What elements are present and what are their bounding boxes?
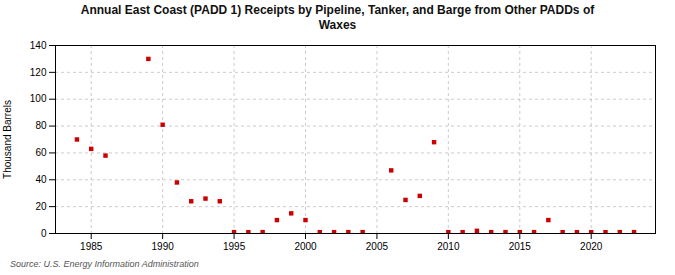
svg-text:1995: 1995 <box>223 241 246 252</box>
svg-text:80: 80 <box>35 120 47 131</box>
svg-text:140: 140 <box>30 40 47 51</box>
svg-text:1985: 1985 <box>80 241 103 252</box>
svg-text:2015: 2015 <box>509 241 532 252</box>
svg-text:60: 60 <box>35 147 47 158</box>
html-text:Source: U.S. Energy Informatio: Source: U.S. Energy Information Administ… <box>10 259 199 269</box>
svg-text:Thousand Barrels: Thousand Barrels <box>2 100 13 179</box>
svg-text:40: 40 <box>35 174 47 185</box>
svg-text:100: 100 <box>30 93 47 104</box>
svg-text:0: 0 <box>41 228 47 239</box>
html-text:Annual East Coast (PADD 1) Rec: Annual East Coast (PADD 1) Receipts by P… <box>80 3 595 32</box>
svg-text:120: 120 <box>30 67 47 78</box>
svg-text:20: 20 <box>35 201 47 212</box>
svg-text:1990: 1990 <box>152 241 175 252</box>
svg-text:2010: 2010 <box>437 241 460 252</box>
svg-text:2020: 2020 <box>580 241 603 252</box>
svg-text:2005: 2005 <box>366 241 389 252</box>
svg-text:2000: 2000 <box>294 241 317 252</box>
